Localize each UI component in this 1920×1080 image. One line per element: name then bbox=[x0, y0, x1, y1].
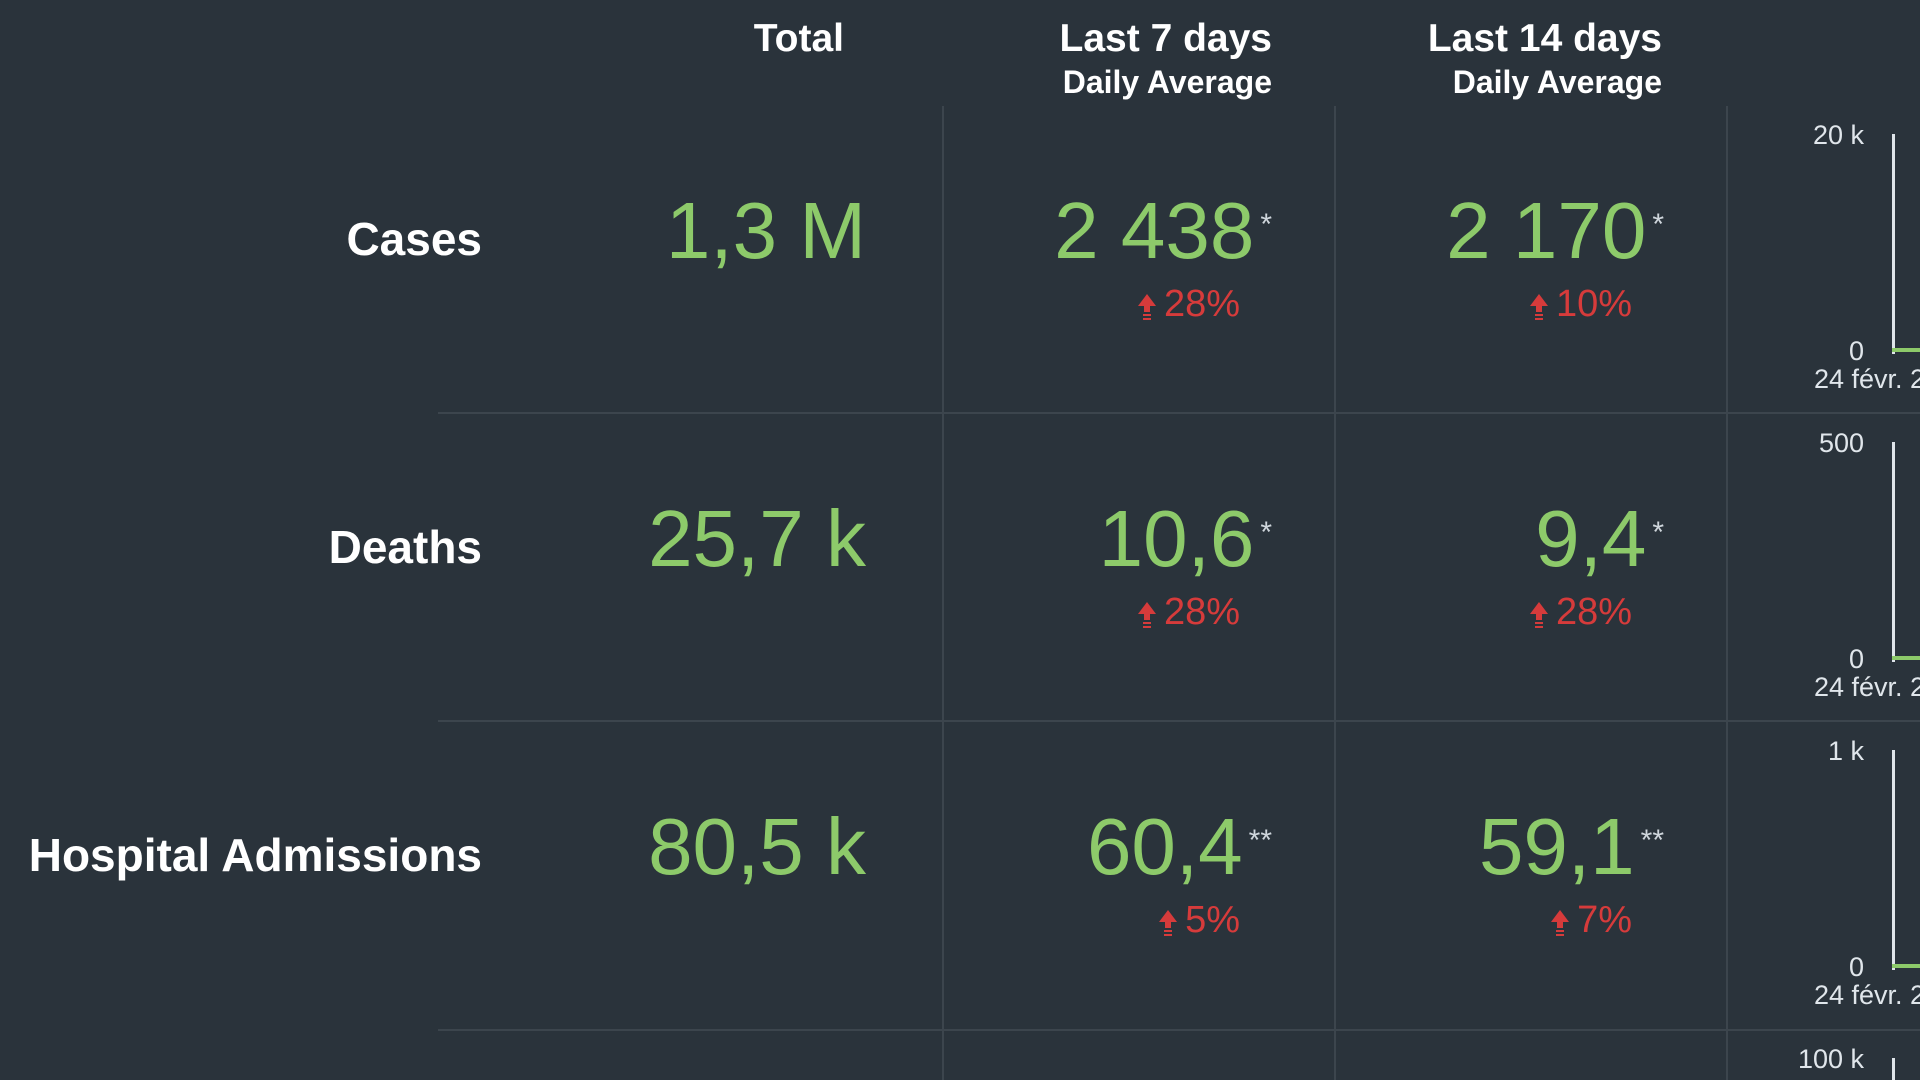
arrow-up-icon bbox=[1529, 602, 1548, 628]
x-axis-start: 24 févr. 2 bbox=[1814, 980, 1920, 1010]
total-value: 25,7 k bbox=[648, 494, 866, 583]
sparkline-series bbox=[1892, 656, 1920, 660]
total-value: 80,5 k bbox=[648, 802, 866, 891]
column-header-last14-subtitle: Daily Average bbox=[1452, 64, 1662, 100]
arrow-up-icon bbox=[1529, 294, 1548, 320]
y-axis-max: 100 k bbox=[1797, 1044, 1864, 1074]
total-value: 1,3 M bbox=[665, 186, 866, 275]
footnote-marker: ** bbox=[1640, 824, 1664, 857]
column-header-total-title: Total bbox=[753, 17, 844, 60]
last14-change: 10% bbox=[1529, 282, 1632, 326]
y-axis-line bbox=[1892, 442, 1895, 662]
last14-change: 28% bbox=[1529, 590, 1632, 634]
last14-value: 2 170 * bbox=[1446, 186, 1664, 275]
column-divider bbox=[942, 106, 944, 1080]
arrow-up-icon bbox=[1137, 294, 1156, 320]
last7-value: 10,6 * bbox=[1098, 494, 1272, 583]
arrow-up-icon bbox=[1159, 910, 1178, 936]
y-axis-min: 0 bbox=[1848, 336, 1864, 366]
sparkline-series bbox=[1892, 964, 1920, 968]
footnote-marker: * bbox=[1260, 516, 1272, 549]
y-axis-line bbox=[1892, 750, 1895, 970]
column-divider bbox=[1334, 106, 1336, 1080]
sparkline-series bbox=[1892, 348, 1920, 352]
y-axis-max: 1 k bbox=[1827, 736, 1864, 766]
y-axis-line bbox=[1892, 134, 1895, 354]
y-axis-max: 20 k bbox=[1812, 120, 1864, 150]
arrow-up-icon bbox=[1551, 910, 1570, 936]
y-axis-min: 0 bbox=[1848, 644, 1864, 674]
row-divider bbox=[438, 412, 1920, 414]
y-axis-max: 500 bbox=[1818, 428, 1864, 458]
last7-change: 5% bbox=[1159, 898, 1240, 942]
column-header-last7-title: Last 7 days bbox=[1059, 17, 1272, 60]
last7-change: 28% bbox=[1137, 282, 1240, 326]
last14-change: 7% bbox=[1551, 898, 1632, 942]
last14-value: 59,1 ** bbox=[1478, 802, 1664, 891]
row-divider bbox=[438, 1029, 1920, 1031]
column-header-last14-title: Last 14 days bbox=[1427, 17, 1662, 60]
footnote-marker: * bbox=[1260, 208, 1272, 241]
column-header-last7-subtitle: Daily Average bbox=[1062, 64, 1272, 100]
footnote-marker: * bbox=[1652, 208, 1664, 241]
arrow-up-icon bbox=[1137, 602, 1156, 628]
row-divider bbox=[438, 720, 1920, 722]
y-axis-min: 0 bbox=[1848, 952, 1864, 982]
column-header-last7: Last 7 days Daily Average bbox=[1000, 16, 1272, 102]
last7-value: 2 438 * bbox=[1054, 186, 1272, 275]
x-axis-start: 24 févr. 2 bbox=[1814, 364, 1920, 394]
last14-value: 9,4 * bbox=[1535, 494, 1664, 583]
column-header-last14: Last 14 days Daily Average bbox=[1390, 16, 1662, 102]
column-header-total: Total bbox=[700, 16, 844, 62]
row-label: Hospital Admissions bbox=[28, 829, 482, 881]
x-axis-start: 24 févr. 2 bbox=[1814, 672, 1920, 702]
y-axis-line bbox=[1892, 1058, 1895, 1080]
last7-value: 60,4 ** bbox=[1086, 802, 1272, 891]
footnote-marker: * bbox=[1652, 516, 1664, 549]
row-label: Cases bbox=[346, 213, 482, 265]
row-label: Deaths bbox=[328, 521, 482, 573]
footnote-marker: ** bbox=[1248, 824, 1272, 857]
column-divider bbox=[1726, 106, 1728, 1080]
last7-change: 28% bbox=[1137, 590, 1240, 634]
